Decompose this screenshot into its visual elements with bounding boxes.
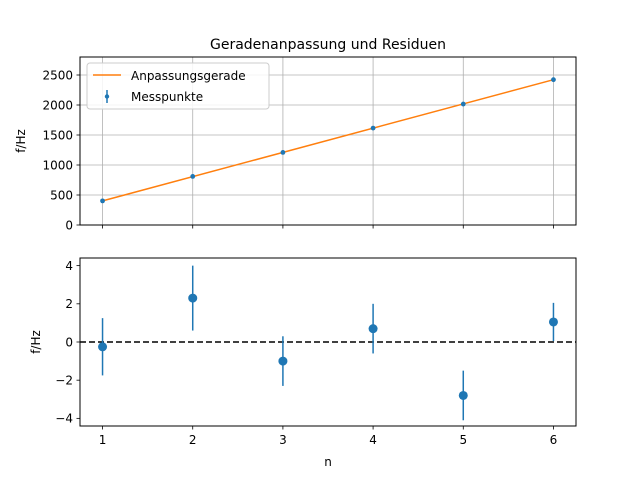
legend-entry-points: Messpunkte <box>131 90 203 104</box>
fit-plot-frame <box>79 56 577 226</box>
residual-panel: −4 −2 0 2 4 1 2 3 4 5 6 f/Hz n <box>29 257 577 469</box>
residual-point <box>278 356 288 366</box>
legend: Anpassungsgerade Messpunkte <box>86 62 270 110</box>
fit-y-axis-label: f/Hz <box>14 129 28 153</box>
measurement-point <box>190 174 196 179</box>
fit-x-axis <box>102 225 554 229</box>
fit-y-tick-label: 500 <box>50 188 73 202</box>
residual-x-tick-label: 1 <box>99 433 107 447</box>
residual-marks <box>80 265 576 421</box>
legend-box <box>86 62 270 110</box>
legend-marker-swatch <box>104 94 110 99</box>
fit-line <box>102 78 554 202</box>
fit-y-tick-label: 0 <box>65 218 73 232</box>
fit-y-tick-label: 1000 <box>42 158 73 172</box>
chart-title: Geradenanpassung und Residuen <box>210 37 446 53</box>
residual-x-tick-label: 4 <box>369 433 377 447</box>
residual-point <box>188 293 198 303</box>
measurement-point <box>100 198 105 204</box>
residual-point <box>548 317 558 327</box>
residual-y-tick-label: 0 <box>65 335 73 349</box>
measurement-point <box>280 150 286 155</box>
fit-y-axis: 0 500 1000 1500 2000 2500 <box>42 68 80 232</box>
residual-point <box>368 324 378 334</box>
fit-panel: Geradenanpassung und Residuen 0 500 1000 15… <box>14 37 577 232</box>
measurement-point <box>551 77 556 83</box>
residual-y-tick-label: −2 <box>55 373 73 387</box>
residual-x-tick-label: 3 <box>279 433 287 447</box>
legend-entry-fit: Anpassungsgerade <box>131 69 246 83</box>
measurement-point <box>460 101 466 107</box>
residual-y-tick-label: 4 <box>65 259 73 273</box>
residual-y-axis: −4 −2 0 2 4 <box>55 259 80 426</box>
residual-y-axis-label: f/Hz <box>29 330 43 354</box>
residual-x-tick-label: 5 <box>459 433 467 447</box>
fit-y-tick-label: 2000 <box>42 98 73 112</box>
residual-x-tick-label: 2 <box>189 433 197 447</box>
measurement-point <box>370 125 376 131</box>
residual-x-tick-label: 6 <box>550 433 558 447</box>
fit-y-tick-label: 1500 <box>42 128 73 142</box>
fit-y-tick-label: 2500 <box>42 68 73 82</box>
residual-point <box>458 390 468 400</box>
residual-point <box>98 342 108 352</box>
residual-x-axis: 1 2 3 4 5 6 <box>99 426 558 447</box>
x-axis-label: n <box>324 455 332 469</box>
fit-marks <box>100 77 556 204</box>
residual-y-tick-label: −4 <box>55 412 73 426</box>
residual-y-tick-label: 2 <box>65 297 73 311</box>
